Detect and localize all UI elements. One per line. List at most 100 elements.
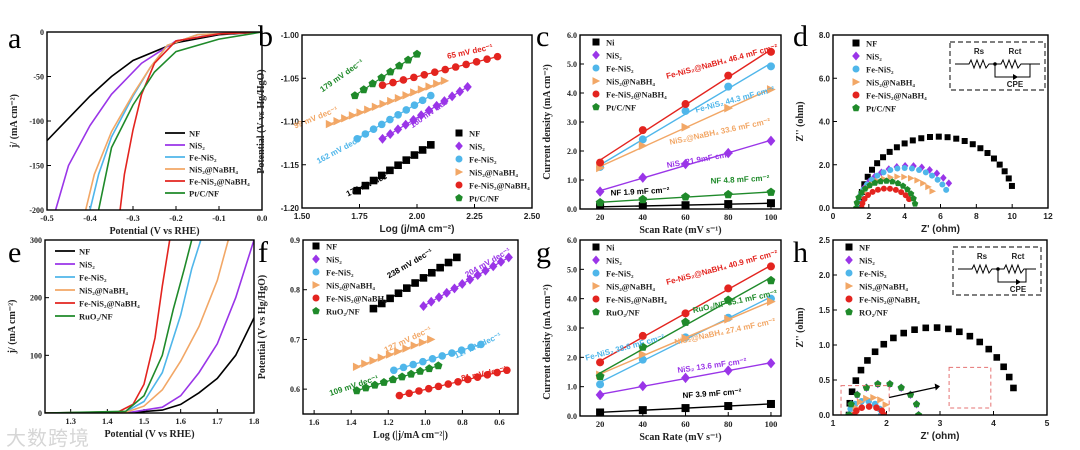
data-point (916, 166, 923, 173)
legend-marker (592, 269, 600, 277)
legend-label: Fe-NiS₂ (606, 269, 634, 279)
x-tick-label: 5 (1045, 418, 1050, 428)
series-NiS₂@NaBH₄ (84, 32, 262, 210)
data-point (874, 172, 881, 179)
data-point (361, 359, 370, 368)
data-point (880, 340, 888, 348)
y-tick-label: 2.0 (819, 271, 831, 280)
data-point (877, 396, 885, 404)
data-point (1005, 373, 1013, 381)
x-axis-label: Log (j/mA cm⁻²) (380, 224, 455, 235)
data-point (493, 368, 501, 377)
legend-marker (592, 50, 600, 60)
data-point (638, 380, 648, 392)
series-Fe-NiS₂ (353, 91, 435, 143)
x-tick-label: 1.6 (175, 416, 186, 426)
data-point (862, 383, 870, 391)
data-point (418, 96, 427, 105)
data-point (361, 130, 370, 138)
data-point (394, 289, 403, 298)
data-point (861, 195, 868, 202)
data-point (887, 173, 895, 181)
legend-marker (592, 295, 600, 303)
data-point (880, 411, 888, 415)
panel-a: a -0.5 -0.4 -0.3 -0.2 -0.1 0.0 -200 -150 -100 -50 0… (8, 22, 267, 237)
data-point (681, 158, 690, 170)
data-point (723, 189, 733, 199)
slope-annotation: 99 mV dec⁻¹ (293, 105, 340, 131)
data-point (440, 76, 450, 86)
x-tick-label: 4 (991, 418, 996, 428)
data-point (894, 179, 902, 187)
data-point (966, 332, 974, 340)
x-tick-label: 1 (831, 418, 836, 428)
legend-marker (592, 64, 600, 72)
series-NF (369, 253, 461, 313)
panel-d: d 0 2 4 6 8 10 12 0.0 2.0 4.0 6.0 8.0 Z' (ohm) Z'' (oh… (793, 20, 1053, 235)
y-tick-label: 2.0 (567, 147, 577, 156)
data-point (908, 174, 915, 182)
data-point (424, 384, 433, 393)
legend-marker (455, 194, 463, 202)
y-tick-label: 2.0 (819, 161, 831, 170)
data-point (976, 338, 984, 346)
legend-label: Ni (606, 38, 615, 48)
fit-line (356, 144, 432, 192)
data-point (945, 325, 952, 333)
y-axis-label: j/ (mA cm⁻²) (9, 94, 20, 149)
circuit-label-cpe: CPE (1010, 285, 1027, 294)
legend-label: Fe-NiS₂ (469, 155, 497, 165)
data-point (724, 103, 734, 113)
x-tick-label: 0.6 (494, 417, 505, 427)
data-point (961, 138, 968, 145)
legend-marker (845, 295, 853, 303)
data-point (410, 101, 419, 109)
legend-label: NF (189, 129, 200, 139)
series-line (97, 32, 262, 210)
data-point (394, 161, 402, 170)
data-point (882, 401, 890, 409)
x-tick-label: 60 (681, 419, 690, 429)
data-point (415, 387, 423, 395)
data-point (405, 389, 413, 398)
data-point (595, 198, 605, 207)
data-point (385, 350, 395, 359)
data-point (369, 125, 378, 133)
legend-marker (852, 51, 860, 61)
legend-label: NF (469, 129, 480, 139)
data-point (438, 352, 447, 360)
fit-line (356, 95, 432, 140)
data-point (428, 354, 437, 363)
data-point (857, 366, 865, 374)
data-point (929, 172, 936, 179)
data-point (402, 156, 411, 164)
data-point (990, 155, 997, 162)
legend-label: NiS₂ (606, 256, 622, 266)
data-point (402, 106, 411, 114)
data-point (457, 346, 466, 354)
data-point (424, 105, 434, 116)
data-point (425, 82, 434, 91)
y-tick-label: 6.0 (567, 31, 577, 40)
data-point (399, 363, 408, 372)
y-axis-label: Z'' (ohm) (795, 101, 806, 141)
legend-marker (312, 268, 320, 276)
data-point (477, 340, 485, 349)
data-point (341, 114, 350, 123)
data-point (866, 181, 873, 189)
legend-label: Fe-NiS₂ (866, 65, 894, 75)
x-tick-label: 3 (938, 418, 943, 428)
legend-marker (312, 242, 320, 250)
data-point (427, 335, 436, 344)
slope-annotation: NF 3.9 mF cm⁻² (682, 387, 742, 400)
legend-label: NiS₂@NaBH₄ (859, 282, 908, 292)
data-point (894, 173, 901, 180)
plot-frame (302, 239, 519, 415)
data-point (766, 358, 776, 369)
x-axis-label: Log (|j/mA cm⁻²|) (373, 430, 448, 441)
data-point (427, 296, 436, 307)
data-point (410, 73, 418, 82)
legend-label: Fe-NiS₂@NaBH₄ (859, 295, 920, 305)
data-point (934, 176, 941, 183)
